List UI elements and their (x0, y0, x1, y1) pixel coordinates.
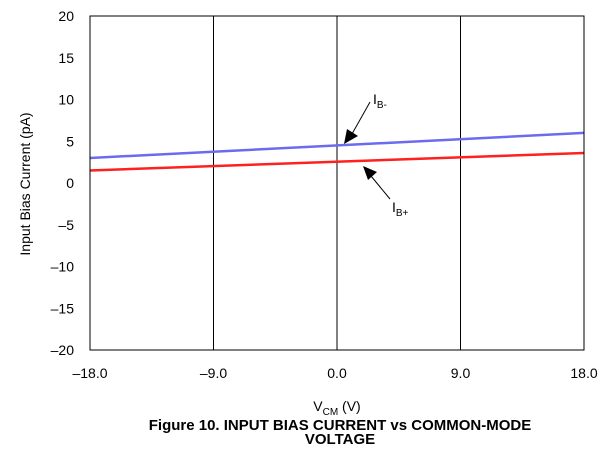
x-tick-label: 0.0 (327, 365, 347, 381)
grid (213, 16, 461, 350)
series-label-ib-minus: IB- (373, 91, 387, 111)
series-line-ib-minus (89, 131, 585, 160)
arrow-line-ib-plus (370, 175, 391, 200)
series-label-ib-plus: IB+ (392, 199, 409, 219)
y-tick-label: 0 (66, 175, 74, 191)
y-tick-label: 5 (66, 133, 74, 149)
y-tick-label: –5 (58, 217, 74, 233)
y-tick-label: –15 (51, 300, 75, 316)
y-tick-label: 15 (58, 50, 74, 66)
x-tick-label: 9.0 (451, 365, 471, 381)
plot-frame (89, 15, 585, 351)
x-axis-title: VCM (V) (313, 398, 360, 418)
arrow-head-ib-plus (363, 166, 377, 180)
x-tick-label: –18.0 (72, 365, 107, 381)
series-layer (89, 131, 585, 172)
x-tick-label: –9.0 (200, 365, 227, 381)
arrow-head-ib-minus (344, 129, 358, 144)
caption-line-1: Figure 10. INPUT BIAS CURRENT vs COMMON-… (148, 417, 532, 434)
arrow-line-ib-minus (351, 101, 371, 135)
series-line-ib-plus (89, 151, 585, 172)
y-tick-label: –10 (51, 259, 75, 275)
caption-line-2: VOLTAGE (304, 431, 376, 448)
callout-arrows (344, 101, 391, 200)
y-tick-label: 10 (58, 92, 74, 108)
y-axis-title: Input Bias Current (pA) (17, 112, 33, 255)
tick-labels: –18.0 –9.0 0.0 9.0 18.0 –20 –15 –10 –5 0 5 10 15 20 (51, 8, 598, 381)
x-tick-label: 18.0 (570, 365, 597, 381)
figure-caption: Figure 10. INPUT BIAS CURRENT vs COMMON-… (40, 417, 613, 448)
y-tick-label: –20 (51, 342, 75, 358)
y-tick-label: 20 (58, 8, 74, 24)
